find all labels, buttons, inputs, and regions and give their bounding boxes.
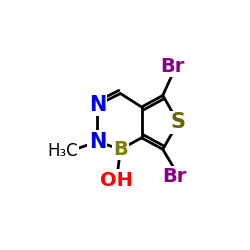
Text: N: N [89, 95, 106, 115]
Text: B: B [113, 140, 128, 159]
Text: S: S [171, 112, 186, 132]
Text: N: N [89, 132, 106, 152]
Text: OH: OH [100, 171, 133, 190]
Text: Br: Br [162, 167, 186, 186]
Text: Br: Br [160, 57, 184, 76]
Text: H₃C: H₃C [47, 142, 78, 160]
